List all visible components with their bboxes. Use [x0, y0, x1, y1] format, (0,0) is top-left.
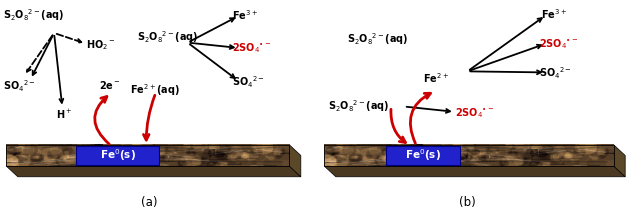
- FancyBboxPatch shape: [76, 147, 159, 164]
- FancyArrowPatch shape: [144, 95, 155, 140]
- Text: H$^+$: H$^+$: [56, 107, 73, 121]
- Text: Fe$^0$(s): Fe$^0$(s): [405, 148, 441, 163]
- FancyArrowPatch shape: [190, 44, 235, 78]
- Text: S$_2$O$_8$$^{2-}$(aq): S$_2$O$_8$$^{2-}$(aq): [3, 7, 65, 23]
- Polygon shape: [324, 166, 625, 177]
- Polygon shape: [614, 145, 625, 177]
- Text: SO$_4$$^{2-}$: SO$_4$$^{2-}$: [3, 78, 36, 94]
- Text: (b): (b): [459, 196, 476, 209]
- FancyArrowPatch shape: [27, 35, 52, 72]
- Text: SO$_4$$^{2-}$: SO$_4$$^{2-}$: [232, 74, 265, 90]
- FancyArrowPatch shape: [391, 109, 405, 142]
- Polygon shape: [6, 166, 301, 177]
- Text: 2SO$_4$$^{\bullet-}$: 2SO$_4$$^{\bullet-}$: [232, 41, 272, 55]
- FancyArrowPatch shape: [32, 36, 53, 75]
- Text: Fe$^{2+}$: Fe$^{2+}$: [423, 71, 449, 85]
- FancyArrowPatch shape: [190, 18, 234, 41]
- Text: S$_2$O$_8$$^{2-}$(aq): S$_2$O$_8$$^{2-}$(aq): [347, 32, 408, 47]
- Text: S$_2$O$_8$$^{2-}$(aq): S$_2$O$_8$$^{2-}$(aq): [137, 29, 198, 45]
- Text: (a): (a): [141, 196, 158, 209]
- FancyArrowPatch shape: [54, 36, 64, 103]
- FancyArrowPatch shape: [470, 70, 541, 74]
- FancyArrowPatch shape: [470, 45, 541, 71]
- FancyArrowPatch shape: [95, 96, 109, 144]
- FancyArrowPatch shape: [470, 18, 542, 70]
- FancyBboxPatch shape: [387, 147, 460, 164]
- FancyArrowPatch shape: [406, 107, 450, 113]
- Text: 2e$^-$: 2e$^-$: [99, 79, 120, 91]
- Text: Fe$^{3+}$: Fe$^{3+}$: [232, 8, 258, 22]
- Text: HO$_2$$^-$: HO$_2$$^-$: [86, 38, 116, 52]
- Text: Fe$^{2+}$(aq): Fe$^{2+}$(aq): [130, 83, 181, 98]
- Text: 2SO$_4$$^{\bullet-}$: 2SO$_4$$^{\bullet-}$: [539, 37, 579, 50]
- Text: S$_2$O$_8$$^{2-}$(aq): S$_2$O$_8$$^{2-}$(aq): [328, 99, 389, 114]
- FancyArrowPatch shape: [57, 34, 81, 43]
- Polygon shape: [289, 145, 301, 177]
- FancyArrowPatch shape: [190, 43, 233, 49]
- Text: 2SO$_4$$^{\bullet-}$: 2SO$_4$$^{\bullet-}$: [455, 106, 494, 120]
- Text: SO$_4$$^{2-}$: SO$_4$$^{2-}$: [539, 66, 572, 81]
- Text: Fe$^{3+}$: Fe$^{3+}$: [541, 7, 567, 21]
- Text: Fe$^0$(s): Fe$^0$(s): [100, 148, 135, 163]
- FancyArrowPatch shape: [410, 93, 431, 143]
